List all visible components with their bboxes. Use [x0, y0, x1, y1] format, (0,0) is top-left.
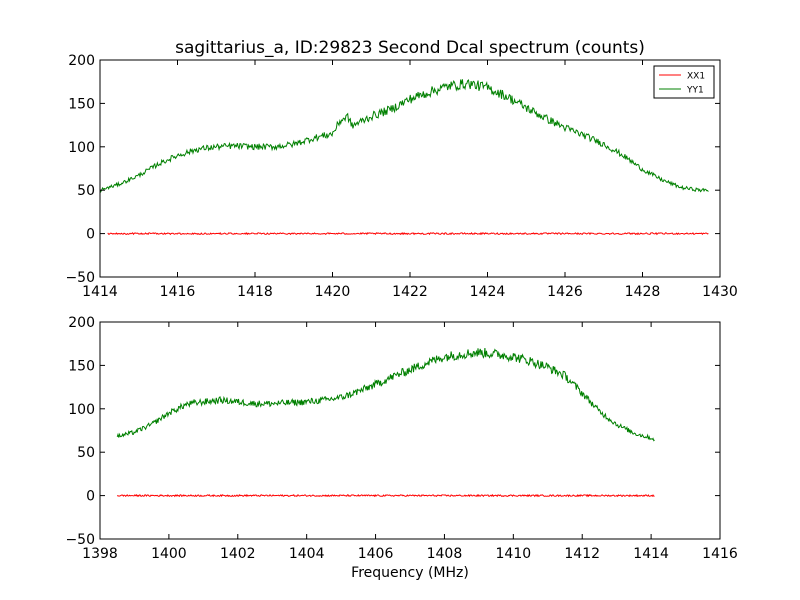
- y-tick-label: 50: [77, 183, 95, 199]
- x-axis-label: Frequency (MHz): [351, 565, 469, 581]
- x-tick-label: 1428: [625, 284, 661, 300]
- x-tick-label: 1414: [82, 284, 118, 300]
- x-tick-label: 1408: [427, 546, 463, 562]
- y-tick-label: 50: [77, 445, 95, 461]
- legend-box: [653, 65, 715, 99]
- x-tick-label: 1416: [160, 284, 196, 300]
- x-tick-label: 1420: [315, 284, 351, 300]
- plot-area-series: [99, 79, 709, 236]
- legend-label-yy1: YY1: [686, 86, 704, 96]
- y-tick-label: 0: [86, 489, 95, 505]
- x-tick-label: 1430: [702, 284, 738, 300]
- x-tick-label: 1400: [151, 546, 187, 562]
- plot-area-series: [116, 348, 655, 498]
- x-tick-label: 1406: [358, 546, 394, 562]
- y-tick-label: 150: [68, 96, 95, 112]
- y-tick-label: 200: [68, 53, 95, 69]
- x-tick-label: 1426: [547, 284, 583, 300]
- x-tick-label: 1416: [702, 546, 738, 562]
- series-line-xx1: [116, 493, 655, 498]
- y-tick-label: 200: [68, 315, 95, 331]
- x-tick-label: 1424: [470, 284, 506, 300]
- y-tick-label: −50: [65, 270, 95, 286]
- legend-label-xx1: XX1: [687, 72, 705, 82]
- x-tick-label: 1402: [220, 546, 256, 562]
- y-tick-label: −50: [65, 532, 95, 548]
- x-tick-label: 1418: [237, 284, 273, 300]
- x-tick-label: 1412: [564, 546, 600, 562]
- y-tick-label: 150: [68, 358, 95, 374]
- y-tick-label: 100: [68, 140, 95, 156]
- bottom-plot-panel: 1398 1400 1402 1404 1406 1408 1410 1412 1414 1416…: [65, 315, 737, 562]
- x-tick-label: 1410: [496, 546, 532, 562]
- series-line-xx1: [107, 231, 709, 236]
- series-line-yy1: [99, 79, 709, 193]
- series-line-yy1: [116, 348, 655, 442]
- x-tick-label: 1404: [289, 546, 325, 562]
- chart-title: sagittarius_a, ID:29823 Second Dcal spec…: [175, 38, 645, 58]
- y-tick-label: 0: [86, 227, 95, 243]
- x-tick-label: 1398: [82, 546, 118, 562]
- y-tick-label: 100: [68, 402, 95, 418]
- top-plot-panel: 1414 1416 1418 1420 1422 1424 1426 1428 1430 −50 0…: [65, 53, 737, 300]
- x-tick-label: 1422: [392, 284, 428, 300]
- x-tick-label: 1414: [633, 546, 669, 562]
- axes-frame: [99, 321, 721, 540]
